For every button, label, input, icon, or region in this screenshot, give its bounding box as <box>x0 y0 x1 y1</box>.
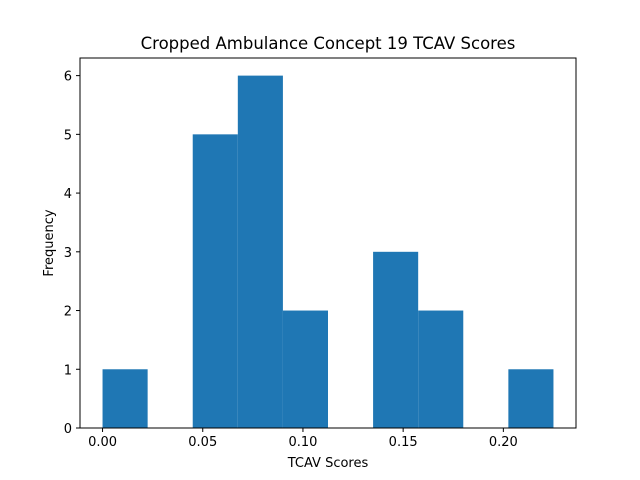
x-tick-label: 0.15 <box>389 435 418 450</box>
y-tick-label: 4 <box>64 187 72 202</box>
y-tick-label: 0 <box>64 422 72 437</box>
bars-group <box>102 75 554 428</box>
y-tick-label: 5 <box>64 128 72 143</box>
y-axis-label: Frequency <box>42 209 57 276</box>
x-tick-label: 0.05 <box>188 435 217 450</box>
x-tick-label: 0.00 <box>88 435 117 450</box>
x-tick-label: 0.10 <box>288 435 317 450</box>
histogram-bar <box>192 134 238 428</box>
y-tick-label: 2 <box>64 305 72 320</box>
histogram-bar <box>282 310 328 428</box>
y-axis-ticks: 0 1 2 3 4 5 6 <box>64 70 80 437</box>
x-tick-label: 0.20 <box>489 435 518 450</box>
histogram-bar <box>237 75 283 428</box>
y-tick-label: 1 <box>64 363 72 378</box>
histogram-bar <box>418 310 464 428</box>
chart-title: Cropped Ambulance Concept 19 TCAV Scores <box>141 34 516 53</box>
histogram-bar <box>373 251 419 428</box>
plot-frame <box>79 57 577 429</box>
x-axis-label: TCAV Scores <box>287 456 369 471</box>
histogram-bar <box>508 369 554 428</box>
y-tick-label: 3 <box>64 246 72 261</box>
x-axis-ticks: 0.00 0.05 0.10 0.15 0.20 <box>88 428 518 450</box>
histogram-bar <box>102 369 148 428</box>
y-tick-label: 6 <box>64 70 72 85</box>
